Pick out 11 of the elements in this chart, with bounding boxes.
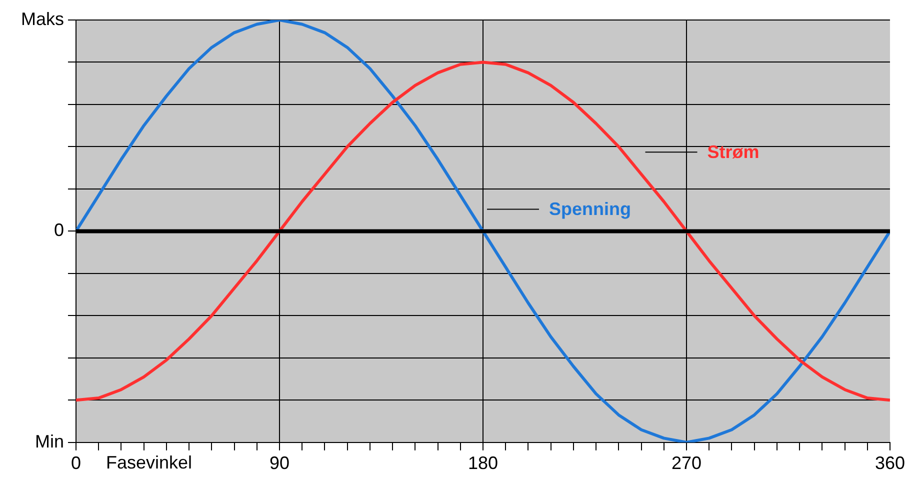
x-axis-title: Fasevinkel (106, 452, 192, 472)
x-tick-label: 360 (874, 453, 906, 474)
text: Strøm (707, 142, 760, 162)
x-tick-label: 90 (269, 453, 290, 474)
x-tick-label: 180 (468, 453, 498, 474)
text: 0 (54, 220, 64, 240)
x-tick-label: 0 (70, 453, 82, 474)
text: Maks (20, 8, 64, 29)
text: Min (34, 431, 64, 452)
text: Spenning (548, 199, 631, 220)
x-tick-label: 270 (671, 453, 702, 474)
